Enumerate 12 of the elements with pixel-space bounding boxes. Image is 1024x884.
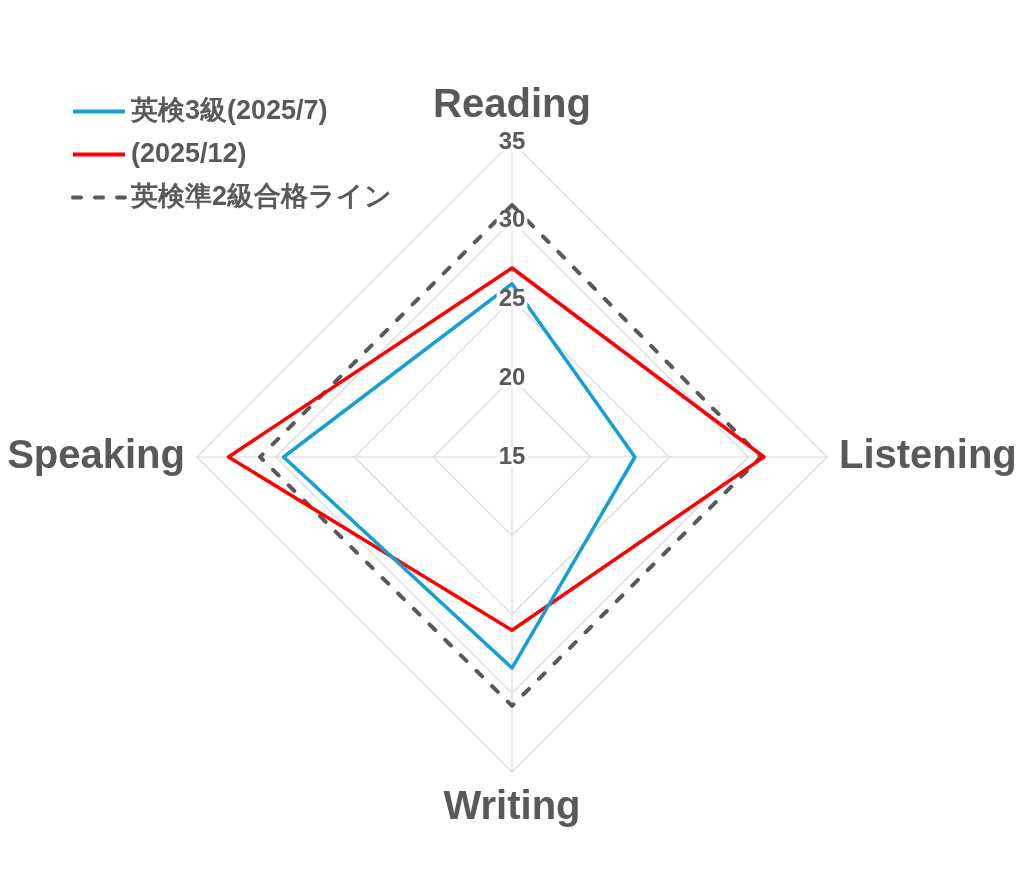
y-tick-label: 30 xyxy=(498,205,526,233)
spoke-label: Listening xyxy=(839,432,1017,477)
spoke-label: Reading xyxy=(433,81,591,126)
y-tick-label: 25 xyxy=(498,284,526,312)
y-tick-label: 35 xyxy=(498,126,526,154)
legend-label: (2025/12) xyxy=(131,137,247,168)
legend-label: 英検準2級合格ライン xyxy=(130,180,393,211)
spoke-label: Speaking xyxy=(7,432,185,477)
spoke-label: Writing xyxy=(443,783,581,828)
y-tick-label: 20 xyxy=(498,362,526,390)
y-tick-label: 15 xyxy=(498,441,526,469)
legend-label: 英検3級(2025/7) xyxy=(130,94,328,125)
